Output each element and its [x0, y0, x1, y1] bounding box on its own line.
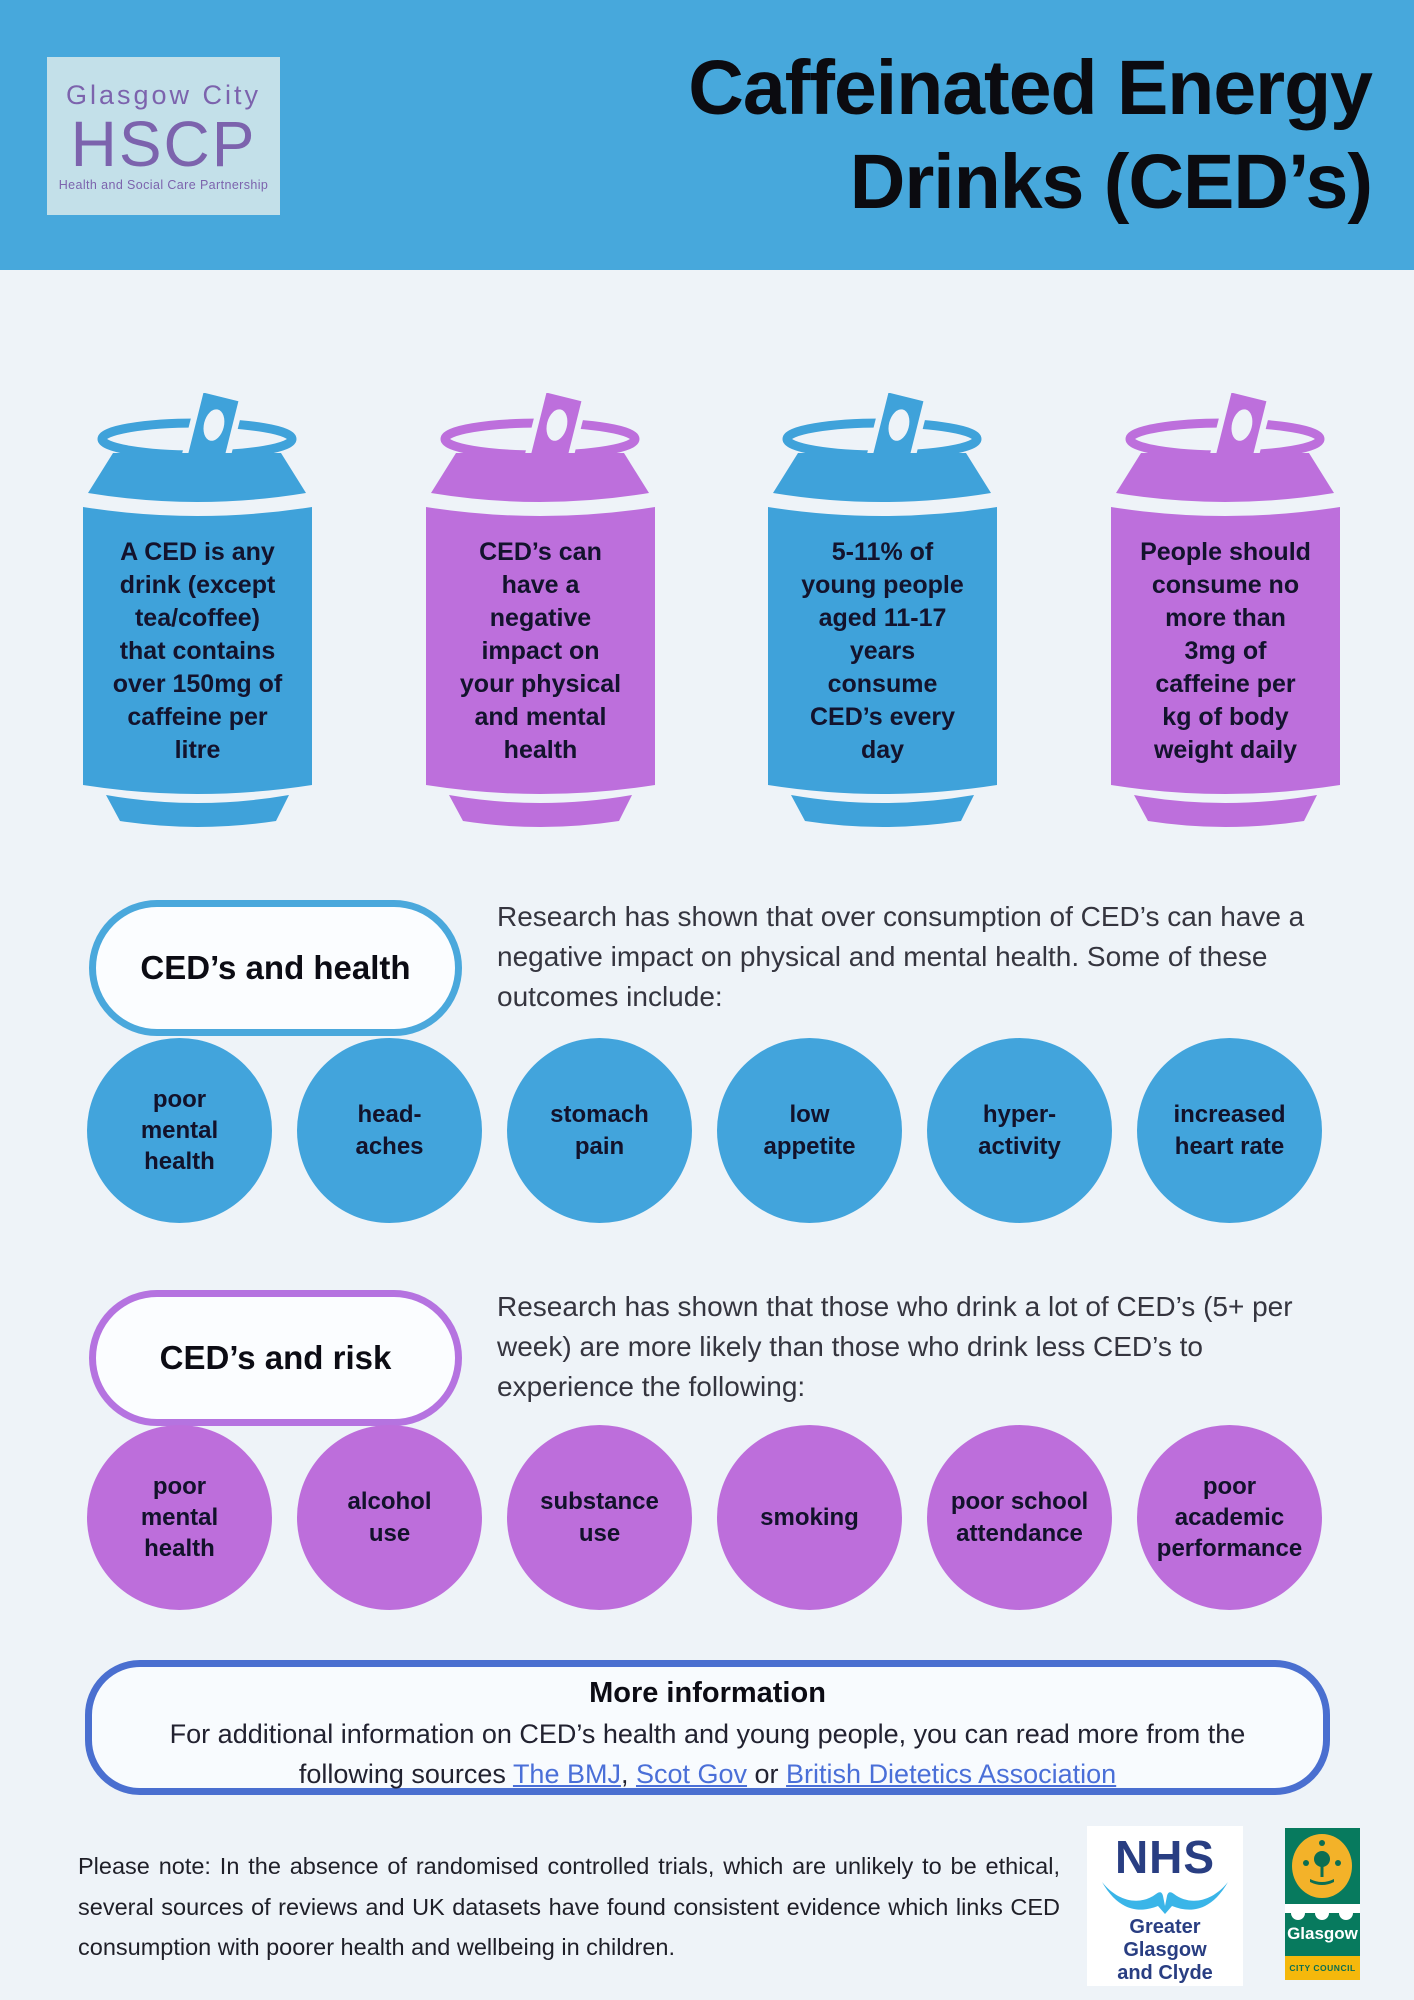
fact-can-text: 5-11% of young people aged 11-17 years c… [801, 537, 964, 764]
nhs-org-name-line2: and Clyde [1117, 1962, 1213, 1984]
more-info-separator: or [747, 1759, 787, 1789]
health-outcome-circles: poor mental health head- aches stomach p… [0, 1038, 1414, 1223]
risk-circle: poor academic performance [1137, 1425, 1322, 1610]
council-city-name: Glasgow [1287, 1924, 1358, 1943]
drink-can-icon [768, 393, 997, 827]
risk-section-pill: CED’s and risk [89, 1290, 462, 1426]
header-banner: Glasgow City HSCP Health and Social Care… [0, 0, 1414, 270]
hscp-logo-city: Glasgow City [65, 79, 262, 110]
nhs-wave-icon [1102, 1882, 1228, 1914]
drink-can-icon [83, 393, 312, 827]
outcome-circle: increased heart rate [1137, 1038, 1322, 1223]
hscp-logo-acronym: HSCP [70, 107, 257, 180]
outcome-circle: stomach pain [507, 1038, 692, 1223]
outcome-circle: low appetite [717, 1038, 902, 1223]
drink-can-icon [1111, 393, 1340, 827]
risk-circle: substance use [507, 1425, 692, 1610]
link-british-dietetics-association[interactable]: British Dietetics Association [786, 1759, 1117, 1789]
hscp-logo: Glasgow City HSCP Health and Social Care… [47, 57, 280, 215]
link-the-bmj[interactable]: The BMJ [512, 1759, 621, 1789]
risk-circle: alcohol use [297, 1425, 482, 1610]
glasgow-city-council-logo: Glasgow CITY COUNCIL [1285, 1828, 1360, 1980]
nhs-org-name-line1: Greater Glasgow [1123, 1916, 1207, 1961]
nhs-greater-glasgow-clyde-logo: NHS Greater Glasgow and Clyde [1087, 1826, 1243, 1986]
footer-note: Please note: In the absence of randomise… [78, 1853, 1060, 1960]
nhs-logo-text: NHS [1114, 1831, 1216, 1883]
outcome-circle: hyper- activity [927, 1038, 1112, 1223]
council-crest-icon [1292, 1834, 1352, 1898]
council-scallop-icon [1285, 1904, 1360, 1920]
fact-can-guideline: People should consume no more than 3mg o… [1108, 393, 1343, 828]
page-title-line2: Drinks (CED’s) [849, 138, 1373, 225]
council-label: CITY COUNCIL [1285, 1956, 1360, 1980]
page-title-line1: Caffeinated Energy [688, 45, 1373, 131]
page-title: Caffeinated Energy Drinks (CED’s) [688, 42, 1373, 230]
fact-can-text: A CED is any drink (except tea/coffee) t… [112, 537, 283, 764]
risk-circle: smoking [717, 1425, 902, 1610]
outcome-circle: head- aches [297, 1038, 482, 1223]
fact-can-definition: A CED is any drink (except tea/coffee) t… [80, 393, 315, 828]
fact-can-statistic: 5-11% of young people aged 11-17 years c… [765, 393, 1000, 828]
fact-can-text: CED’s can have a negative impact on your… [459, 537, 622, 764]
more-info-text: For additional information on CED’s heal… [92, 1714, 1323, 1794]
drink-can-icon [426, 393, 655, 827]
fact-can-text: People should consume no more than 3mg o… [1140, 537, 1311, 764]
link-scot-gov[interactable]: Scot Gov [635, 1759, 748, 1789]
health-paragraph: Research has shown that over consumption… [497, 901, 1305, 1012]
risk-outcome-circles: poor mental health alcohol use substance… [0, 1425, 1414, 1610]
health-section-pill: CED’s and health [89, 900, 462, 1036]
more-info-box: More information For additional informat… [85, 1660, 1330, 1795]
risk-circle: poor school attendance [927, 1425, 1112, 1610]
more-info-separator: , [620, 1759, 636, 1789]
hscp-logo-subtitle: Health and Social Care Partnership [58, 178, 269, 193]
fact-can-impact: CED’s can have a negative impact on your… [423, 393, 658, 828]
risk-paragraph: Research has shown that those who drink … [497, 1291, 1293, 1402]
risk-circle: poor mental health [87, 1425, 272, 1610]
more-info-text-before: For additional information on CED’s heal… [169, 1719, 1253, 1789]
more-info-title: More information [589, 1677, 826, 1709]
outcome-circle: poor mental health [87, 1038, 272, 1223]
